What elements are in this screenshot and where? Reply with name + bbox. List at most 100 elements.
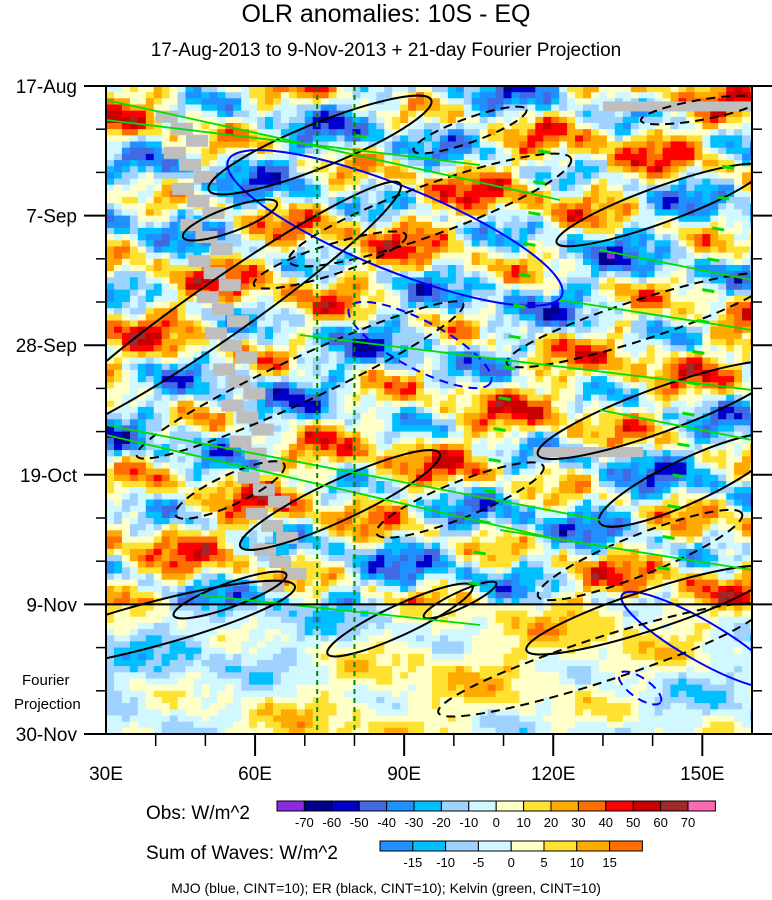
field-cell bbox=[678, 265, 687, 272]
field-cell bbox=[614, 221, 624, 229]
field-cell bbox=[137, 160, 147, 168]
field-cell bbox=[559, 246, 568, 254]
field-cell bbox=[360, 141, 369, 149]
field-cell bbox=[185, 147, 194, 155]
field-cell bbox=[718, 308, 727, 316]
field-cell bbox=[209, 443, 218, 451]
field-cell bbox=[710, 184, 719, 192]
field-cell bbox=[622, 332, 632, 340]
field-cell bbox=[479, 283, 489, 291]
field-cell bbox=[583, 227, 592, 235]
field-cell bbox=[106, 283, 115, 291]
field-cell bbox=[551, 104, 560, 112]
field-cell bbox=[591, 295, 600, 303]
field-cell bbox=[114, 437, 123, 445]
field-cell bbox=[193, 357, 202, 365]
field-cell bbox=[280, 172, 290, 180]
field-cell bbox=[622, 363, 632, 371]
field-cell bbox=[678, 178, 687, 186]
field-cell bbox=[265, 178, 274, 186]
field-cell bbox=[710, 86, 719, 93]
field-cell bbox=[742, 302, 751, 309]
field-cell bbox=[670, 363, 679, 371]
field-cell bbox=[217, 357, 226, 365]
field-cell bbox=[686, 376, 695, 384]
field-cell bbox=[591, 265, 600, 272]
field-cell bbox=[185, 209, 194, 217]
field-cell bbox=[209, 400, 218, 408]
field-cell bbox=[519, 123, 528, 130]
field-cell bbox=[654, 357, 664, 365]
field-cell bbox=[591, 227, 600, 235]
field-cell bbox=[336, 308, 346, 316]
field-cell bbox=[265, 295, 274, 303]
field-cell bbox=[495, 178, 505, 186]
field-cell bbox=[384, 283, 393, 291]
field-cell bbox=[225, 289, 234, 297]
field-cell bbox=[145, 160, 155, 168]
field-cell bbox=[710, 419, 719, 427]
field-cell bbox=[463, 215, 473, 223]
field-cell bbox=[106, 265, 115, 272]
field-cell bbox=[384, 184, 393, 192]
field-cell bbox=[598, 345, 608, 353]
field-cell bbox=[583, 116, 592, 124]
field-cell bbox=[646, 295, 656, 303]
field-cell bbox=[447, 234, 457, 242]
field-cell bbox=[400, 258, 409, 266]
field-cell bbox=[535, 98, 544, 106]
field-cell bbox=[694, 246, 703, 254]
field-cell bbox=[606, 227, 616, 235]
field-cell bbox=[328, 400, 338, 408]
field-cell bbox=[511, 339, 520, 346]
field-cell bbox=[177, 265, 187, 272]
field-cell bbox=[726, 277, 735, 285]
field-cell bbox=[257, 283, 266, 291]
field-cell bbox=[575, 92, 584, 100]
field-cell bbox=[686, 123, 695, 130]
field-cell bbox=[535, 339, 544, 346]
field-cell bbox=[257, 203, 266, 211]
field-cell bbox=[439, 295, 449, 303]
field-cell bbox=[654, 339, 664, 346]
field-cell bbox=[503, 98, 512, 106]
field-cell bbox=[662, 166, 672, 174]
field-cell bbox=[384, 129, 393, 137]
field-cell bbox=[662, 240, 672, 248]
field-cell bbox=[344, 314, 353, 322]
field-cell bbox=[360, 357, 369, 365]
field-cell bbox=[463, 332, 473, 340]
field-cell bbox=[121, 166, 131, 174]
field-cell bbox=[217, 388, 226, 396]
field-cell bbox=[400, 246, 409, 254]
field-cell bbox=[686, 394, 695, 402]
field-cell bbox=[591, 400, 600, 408]
field-cell bbox=[320, 166, 330, 174]
field-cell bbox=[710, 413, 719, 421]
field-cell bbox=[169, 419, 179, 427]
field-cell bbox=[614, 326, 624, 334]
field-cell bbox=[280, 215, 290, 223]
field-cell bbox=[233, 153, 242, 161]
field-cell bbox=[654, 209, 664, 217]
field-cell bbox=[416, 332, 425, 340]
field-cell bbox=[487, 277, 497, 285]
field-cell bbox=[718, 227, 727, 235]
field-cell bbox=[209, 110, 218, 118]
field-cell bbox=[288, 314, 298, 322]
field-cell bbox=[177, 116, 187, 124]
field-cell bbox=[344, 215, 353, 223]
field-cell bbox=[416, 456, 425, 464]
field-cell bbox=[312, 116, 322, 124]
field-cell bbox=[296, 400, 306, 408]
field-cell bbox=[344, 166, 353, 174]
field-cell bbox=[344, 345, 353, 353]
field-cell bbox=[686, 431, 695, 439]
field-cell bbox=[575, 104, 584, 112]
field-cell bbox=[646, 345, 656, 353]
field-cell bbox=[368, 339, 377, 346]
field-cell bbox=[177, 320, 187, 328]
field-cell bbox=[288, 110, 298, 118]
field-cell bbox=[129, 86, 139, 93]
field-cell bbox=[249, 209, 258, 217]
